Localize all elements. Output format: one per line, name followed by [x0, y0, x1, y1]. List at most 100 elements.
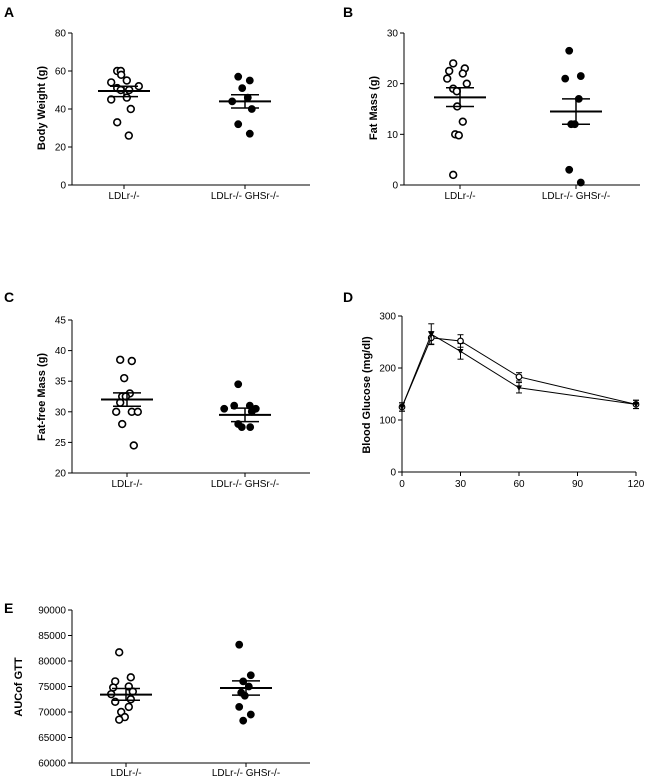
panel-b-y-tick-label: 20 [387, 79, 399, 90]
panel-c-y-tick-label: 30 [55, 407, 67, 418]
panel-a-point [122, 76, 132, 85]
panel-e-point [246, 671, 255, 680]
panel-c-point [117, 419, 127, 429]
panel-a-point [245, 129, 254, 138]
panel-a-y-tick-label: 60 [55, 67, 67, 78]
panel-c-category-label-1: LDLr-/- [111, 479, 142, 490]
panel-d-y-tick-label: 300 [379, 312, 396, 323]
panel-b-point [565, 46, 574, 55]
panel-c-plot: 20 25 30 35 40 45 [55, 316, 310, 480]
panel-a-category-label-2: LDLr-/- GHSr-/- [211, 191, 279, 202]
panel-d: D Blood Glucose (mg/dl) 0 100 200 300 0 30 60 9… [343, 289, 645, 490]
panel-e-y-tick-label: 90000 [38, 606, 66, 617]
svg-text:Blood Glucose (mg/dl): Blood Glucose (mg/dl) [361, 336, 373, 454]
panel-d-point-filled [428, 331, 435, 338]
panel-e-y-tick-label: 65000 [38, 733, 66, 744]
svg-text:Fat-free Mass (g): Fat-free Mass (g) [36, 353, 48, 441]
panel-d-point-filled [457, 348, 464, 355]
panel-c-y-axis-title: Fat-free Mass (g) [36, 353, 48, 441]
panel-a: A Body Weight (g) 0 20 40 60 80 LDLr-/- LDLr… [4, 4, 310, 202]
panel-d-y-tick-label: 0 [390, 468, 396, 479]
panel-c-category-label-2: LDLr-/- GHSr-/- [211, 479, 279, 490]
panel-b-point [561, 74, 570, 83]
panel-e-point [108, 683, 118, 692]
panel-a-point [234, 120, 243, 129]
panel-a-y-tick-label: 80 [55, 29, 67, 40]
panel-b-point [458, 117, 467, 126]
panel-b-point [462, 79, 471, 88]
panel-e-y-tick-label: 70000 [38, 708, 66, 719]
panel-b-point [452, 87, 461, 96]
panel-a-point [122, 93, 132, 102]
panel-d-y-tick-label: 100 [379, 416, 396, 427]
panel-a-plot: 0 20 40 60 80 [55, 29, 310, 192]
panel-c-y-tick-label: 25 [55, 438, 67, 449]
panel-e-point [124, 702, 134, 712]
panel-a-point [112, 118, 122, 127]
panel-e-point [114, 715, 124, 724]
panel-d-point-open [457, 337, 464, 345]
panel-e-point [246, 710, 255, 719]
panel-d-x-tick-label: 60 [513, 479, 525, 490]
panel-a-category-label-1: LDLr-/- [108, 191, 139, 202]
panel-b-point [576, 178, 585, 187]
panel-b-plot: 0 10 20 30 [387, 29, 640, 192]
panel-e-point [239, 716, 248, 725]
panel-c-point [246, 423, 255, 432]
panel-e-y-tick-label: 75000 [38, 682, 66, 693]
svg-text:AUCof GTT: AUCof GTT [13, 657, 25, 717]
panel-b-point [449, 59, 458, 68]
panel-c-point [129, 441, 139, 450]
panel-b-point [445, 66, 454, 76]
panel-b-category-label-1: LDLr-/- [444, 191, 475, 202]
panel-d-x-tick-label: 90 [572, 479, 584, 490]
panel-b-point [576, 72, 585, 80]
panel-d-x-tick-label: 120 [628, 479, 645, 490]
panel-e-point [110, 697, 120, 706]
panel-e-point [235, 703, 244, 711]
panel-c-point [234, 380, 243, 389]
panel-a-point [247, 105, 256, 113]
panel-a-point [234, 72, 243, 81]
panel-a-y-tick-label: 20 [55, 143, 67, 154]
svg-text:Fat Mass (g): Fat Mass (g) [368, 76, 380, 141]
panel-b-y-tick-label: 30 [387, 29, 399, 40]
panel-e-y-tick-label: 60000 [38, 759, 66, 770]
panel-c-letter: C [4, 289, 14, 305]
panel-e-y-tick-label: 80000 [38, 657, 66, 668]
panel-c-point [111, 407, 121, 416]
panel-c-y-tick-label: 45 [55, 316, 67, 327]
panel-b-point [449, 170, 458, 180]
panel-e-letter: E [4, 600, 13, 616]
panel-a-point [124, 131, 134, 140]
panel-e-point [114, 648, 124, 657]
panel-c-y-tick-label: 20 [55, 469, 67, 480]
panel-a-point [126, 104, 136, 114]
panel-d-y-axis-title: Blood Glucose (mg/dl) [361, 336, 373, 454]
panel-c-point [127, 356, 137, 366]
panel-c-point [133, 407, 143, 416]
panel-c-y-tick-label: 40 [55, 346, 67, 357]
panel-b-point [565, 165, 574, 174]
panel-c-y-tick-label: 35 [55, 377, 67, 388]
panel-b-y-axis-title: Fat Mass (g) [368, 76, 380, 141]
panel-a-y-tick-label: 0 [60, 181, 66, 192]
panel-b-y-tick-label: 0 [392, 181, 398, 192]
svg-text:Body Weight (g): Body Weight (g) [36, 66, 48, 150]
panel-d-point-filled [516, 385, 522, 391]
panel-c-point [115, 355, 125, 364]
panel-a-point [245, 76, 254, 85]
panel-c-point [220, 404, 229, 413]
panel-d-point-filled [633, 402, 639, 408]
panel-a-point [116, 70, 126, 80]
panel-e: E AUCof GTT 60000 65000 70000 75000 80000 850… [4, 600, 310, 779]
panel-e-point [126, 673, 136, 682]
panel-a-point [238, 84, 247, 92]
panel-d-point-filled [399, 404, 405, 411]
panel-d-point-open [515, 373, 523, 381]
panel-b-point [458, 69, 467, 78]
panel-b-point [443, 74, 452, 83]
panel-b-category-label-2: LDLr-/- GHSr-/- [542, 191, 610, 202]
panel-c: C Fat-free Mass (g) 20 25 30 35 40 45 LDLr-/-… [4, 289, 310, 490]
